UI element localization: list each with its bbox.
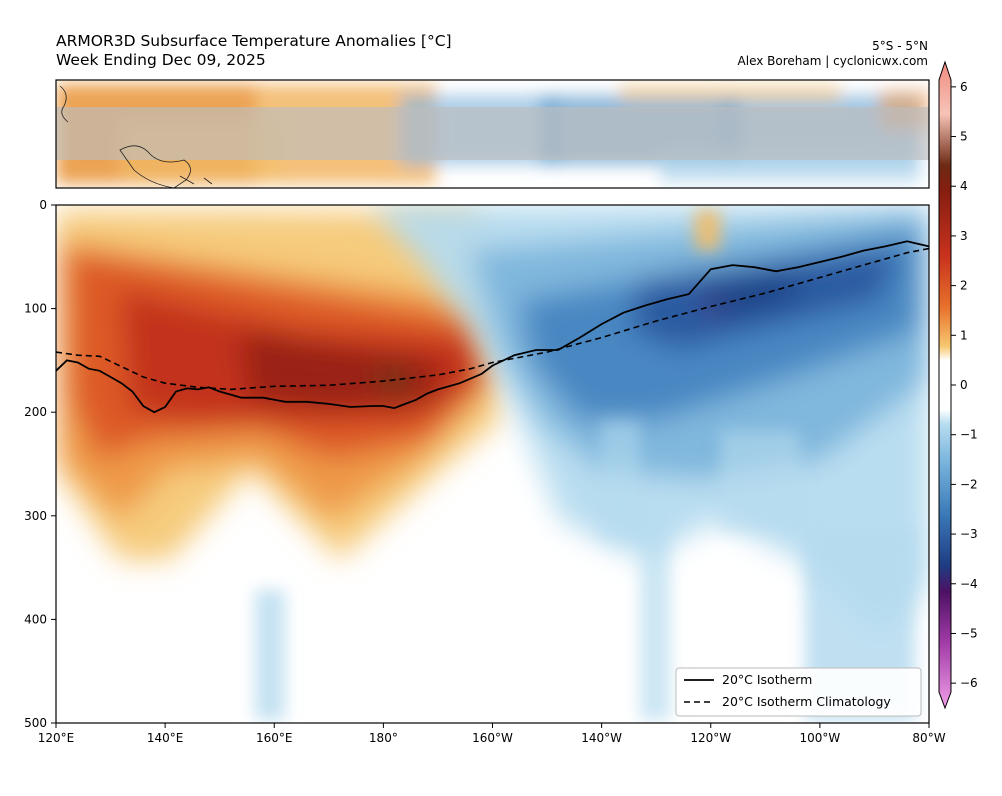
coastline-new-guinea [119,145,191,188]
y-tick-label: 100 [24,302,47,316]
x-tick-label: 120°E [38,731,75,745]
latitude-band-mask [56,107,929,160]
title-line-2: Week Ending Dec 09, 2025 [56,51,266,69]
coastline-islands [179,175,213,185]
colorbar-tick-label: 0 [960,378,968,392]
colorbar-strip [938,60,952,710]
colorbar-tick-label: −5 [960,626,978,640]
colorbar-tick-label: 6 [960,80,968,94]
colorbar-ticks: 6 5 4 3 2 1 0 −1 −2 −3 −4 −5 −6 [951,80,978,690]
legend-box [675,667,922,717]
legend-dashed-label: 20°C Isotherm Climatology [722,694,891,709]
colorbar: 6 5 4 3 2 1 0 −1 −2 −3 −4 −5 −6 [938,60,978,710]
map-frame [55,79,930,189]
y-tick-label: 200 [24,405,47,419]
main-panel: 120°E 140°E 160°E 180° 160°W 140°W 120°W 100°W 8… [24,198,946,745]
map-anomaly-field [56,84,929,188]
colorbar-tick-label: 3 [960,229,968,243]
y-tick-label: 500 [24,716,47,730]
y-axis: 0 100 200 300 400 500 [24,198,56,730]
chart-title: ARMOR3D Subsurface Temperature Anomalies… [56,32,452,70]
x-tick-label: 140°W [581,731,622,745]
x-tick-label: 180° [369,731,398,745]
colorbar-tick-label: 2 [960,279,968,293]
x-tick-label: 120°W [690,731,731,745]
colorbar-tick-label: −3 [960,527,978,541]
map-panel [55,79,930,189]
x-tick-label: 160°E [256,731,293,745]
legend-solid-label: 20°C Isotherm [722,672,812,687]
anomaly-field [56,205,929,720]
legend: 20°C Isotherm 20°C Isotherm Climatology [675,667,922,717]
colorbar-tick-label: 4 [960,179,968,193]
latitude-band-label: 5°S - 5°N [872,39,928,53]
y-tick-label: 0 [39,198,47,212]
x-tick-label: 140°E [147,731,184,745]
colorbar-tick-label: −1 [960,428,978,442]
y-tick-label: 400 [24,612,47,626]
colorbar-tick-label: 1 [960,328,968,342]
x-tick-label: 100°W [799,731,840,745]
coastline-asia [59,85,69,123]
author-label: Alex Boreham | cyclonicwx.com [737,54,928,68]
x-axis: 120°E 140°E 160°E 180° 160°W 140°W 120°W 100°W 8… [38,723,946,745]
x-tick-label: 80°W [912,731,945,745]
isotherm-climatology-line [56,247,929,391]
colorbar-tick-label: −2 [960,477,978,491]
colorbar-tick-label: −4 [960,577,978,591]
colorbar-tick-label: 5 [960,130,968,144]
title-line-1: ARMOR3D Subsurface Temperature Anomalies… [56,32,452,50]
colorbar-tick-label: −6 [960,676,978,690]
isotherm-20c-line [56,240,929,414]
chart-credit: 5°S - 5°N Alex Boreham | cyclonicwx.com [738,39,928,69]
x-tick-label: 160°W [472,731,513,745]
y-tick-label: 300 [24,509,47,523]
